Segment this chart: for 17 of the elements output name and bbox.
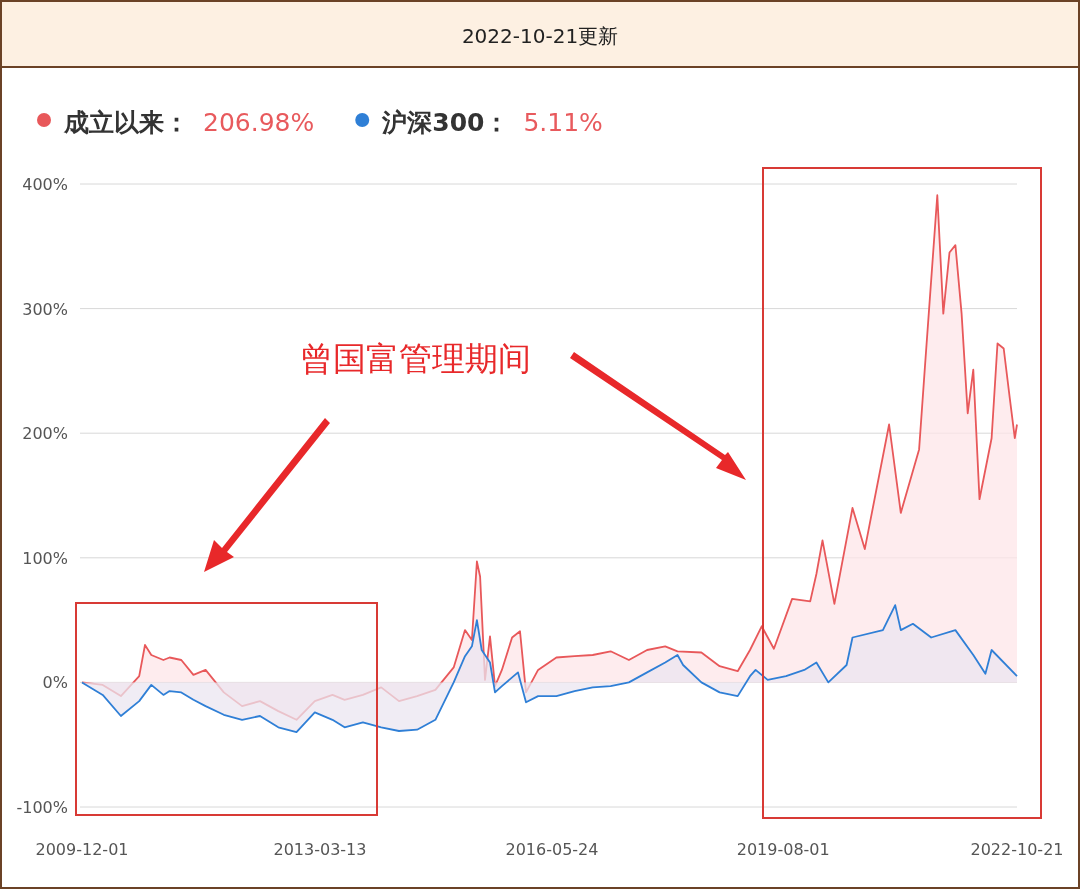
x-tick-label: 2016-05-24 (505, 840, 599, 859)
legend-label: 沪深300： (381, 108, 510, 137)
annotation: 曾国富管理期间 (300, 339, 531, 378)
x-tick-label: 2013-03-13 (273, 840, 367, 859)
text: 206.98% (203, 108, 315, 137)
x-tick-label: 2019-08-01 (736, 840, 830, 859)
y-tick-label: 300% (22, 299, 68, 319)
chart-title: 2022-10-21更新 (461, 24, 619, 48)
y-tick-label: -100% (16, 798, 68, 817)
y-tick-label: 400% (22, 175, 68, 194)
text: 5.11% (523, 108, 603, 137)
y-tick-label: 0% (42, 673, 68, 693)
legend-label: 成立以来： (63, 108, 189, 137)
x-tick-label: 2009-12-01 (35, 840, 129, 859)
x-tick-label: 2022-10-21 (970, 840, 1064, 859)
y-tick-label: 100% (22, 548, 68, 568)
y-tick-label: 200% (22, 424, 68, 444)
